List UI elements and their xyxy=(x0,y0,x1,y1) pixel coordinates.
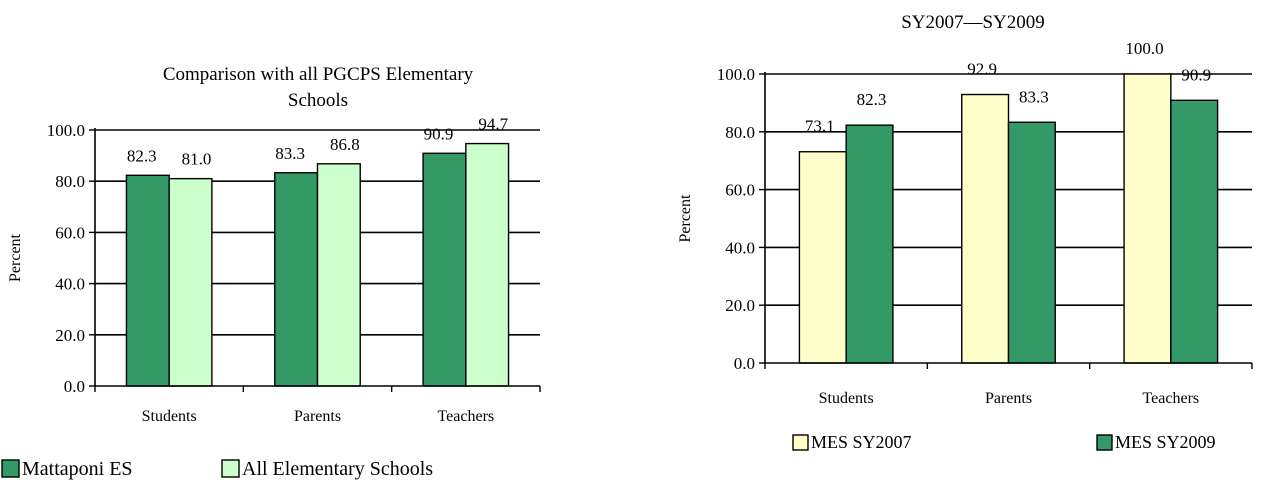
legend-label: MES SY2009 xyxy=(1115,432,1216,452)
data-label: 83.3 xyxy=(275,144,305,163)
data-label: 86.8 xyxy=(330,135,360,154)
data-label: 83.3 xyxy=(1019,87,1049,106)
chart-comparison-pgcps: Comparison with all PGCPS Elementary Scho… xyxy=(0,0,630,487)
data-label: 82.3 xyxy=(857,90,887,109)
y-tick-label: 80.0 xyxy=(55,172,85,191)
chart-title-line: Comparison with all PGCPS Elementary xyxy=(163,64,474,85)
y-tick-label: 60.0 xyxy=(725,181,755,200)
data-label: 90.9 xyxy=(424,124,454,143)
data-label: 73.1 xyxy=(805,117,835,136)
y-tick-label: 0.0 xyxy=(734,354,755,373)
y-tick-label: 0.0 xyxy=(64,377,85,396)
bar-mes-sy2007 xyxy=(798,151,847,364)
y-tick-label: 100.0 xyxy=(47,121,85,140)
y-tick-label: 20.0 xyxy=(55,326,85,345)
x-tick-label: Parents xyxy=(985,390,1032,407)
bar-mattaponi-es xyxy=(274,172,319,387)
bar-all-elementary-schools xyxy=(465,142,510,387)
bar-mes-sy2009 xyxy=(1170,99,1219,364)
data-label: 100.0 xyxy=(1125,39,1163,58)
y-axis-label: Percent xyxy=(677,194,694,243)
legend-swatch xyxy=(792,434,809,451)
chart-sy2007-sy2009: SY2007—SY2009 0.0 20.0 40.0 60.0 80.0 100.0 Stu… xyxy=(640,0,1265,487)
chart-title-line: SY2007—SY2009 xyxy=(901,12,1045,33)
y-tick-label: 60.0 xyxy=(55,223,85,242)
x-tick-label: Teachers xyxy=(438,408,495,425)
bar-mes-sy2009 xyxy=(1007,121,1056,364)
data-label: 92.9 xyxy=(967,60,997,79)
y-tick-label: 80.0 xyxy=(725,123,755,142)
x-tick-label: Students xyxy=(142,408,197,425)
bar-mes-sy2007 xyxy=(1123,73,1172,364)
bar-mes-sy2009 xyxy=(845,124,894,364)
legend-swatch xyxy=(221,459,240,478)
legend-swatch xyxy=(1,459,20,478)
bar-mes-sy2007 xyxy=(961,93,1010,364)
y-axis-label: Percent xyxy=(7,233,24,282)
y-tick-label: 100.0 xyxy=(717,65,755,84)
y-tick-label: 40.0 xyxy=(55,275,85,294)
legend-label: Mattaponi ES xyxy=(22,458,133,480)
bar-all-elementary-schools xyxy=(168,177,213,387)
bar-all-elementary-schools xyxy=(316,163,361,387)
legend-label: MES SY2007 xyxy=(811,432,912,452)
legend-label: All Elementary Schools xyxy=(242,458,433,480)
x-tick-label: Students xyxy=(819,390,874,407)
y-tick-label: 20.0 xyxy=(725,296,755,315)
chart-left-svg: Comparison with all PGCPS Elementary Scho… xyxy=(1,64,541,480)
data-label: 82.3 xyxy=(127,146,157,165)
legend-swatch xyxy=(1096,434,1113,451)
data-label: 94.7 xyxy=(478,115,508,134)
y-tick-label: 40.0 xyxy=(725,238,755,257)
chart-right-svg: SY2007—SY2009 0.0 20.0 40.0 60.0 80.0 100.0 Stu… xyxy=(677,12,1253,452)
bar-mattaponi-es xyxy=(125,174,170,387)
x-tick-label: Teachers xyxy=(1143,390,1200,407)
data-label: 81.0 xyxy=(182,150,212,169)
x-tick-label: Parents xyxy=(294,408,341,425)
bar-mattaponi-es xyxy=(422,152,467,387)
chart-title-line: Schools xyxy=(288,90,348,111)
data-label: 90.9 xyxy=(1181,65,1211,84)
